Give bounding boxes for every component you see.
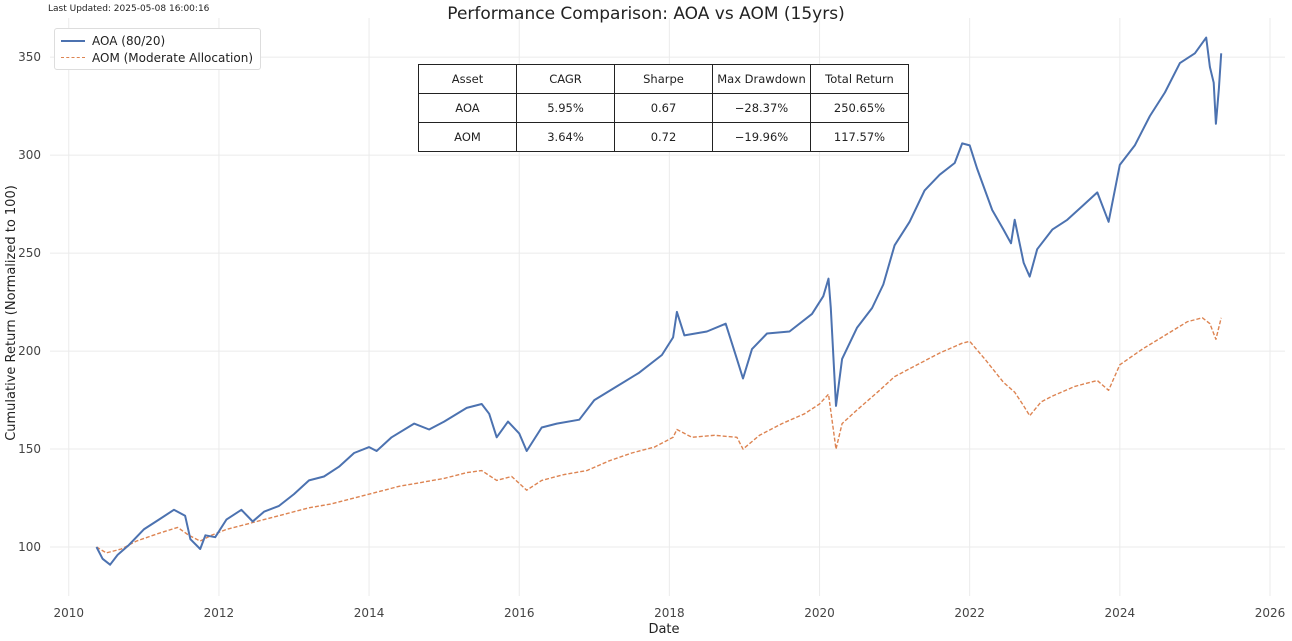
table-row: AOA 5.95% 0.67 −28.37% 250.65% xyxy=(418,93,909,123)
x-tick-label: 2024 xyxy=(1105,606,1136,620)
table-header-cell: CAGR xyxy=(516,64,615,94)
last-updated-text: Last Updated: 2025-05-08 16:00:16 xyxy=(48,4,210,14)
series-line-aoa xyxy=(95,36,1223,566)
x-tick-label: 2020 xyxy=(804,606,835,620)
table-cell: 117.57% xyxy=(810,122,909,152)
x-tick-label: 2018 xyxy=(654,606,685,620)
y-tick-label: 150 xyxy=(18,442,41,456)
table-cell: 0.67 xyxy=(614,93,713,123)
table-header-cell: Sharpe xyxy=(614,64,713,94)
x-tick-label: 2014 xyxy=(354,606,385,620)
y-tick-label: 200 xyxy=(18,344,41,358)
table-row: AOM 3.64% 0.72 −19.96% 117.57% xyxy=(418,122,909,152)
table-cell: 0.72 xyxy=(614,122,713,152)
y-axis-label: Cumulative Return (Normalized to 100) xyxy=(4,185,19,441)
table-header-row: Asset CAGR Sharpe Max Drawdown Total Ret… xyxy=(418,64,909,94)
table-cell: −19.96% xyxy=(712,122,811,152)
table-cell: 5.95% xyxy=(516,93,615,123)
table-cell: 3.64% xyxy=(516,122,615,152)
y-tick-label: 250 xyxy=(18,246,41,260)
legend-item-aom: AOM (Moderate Allocation) xyxy=(61,49,253,66)
table-cell: 250.65% xyxy=(810,93,909,123)
table-cell: −28.37% xyxy=(712,93,811,123)
y-axis-ticks: 100 150 200 250 300 350 xyxy=(18,50,41,554)
summary-table: Asset CAGR Sharpe Max Drawdown Total Ret… xyxy=(418,64,909,152)
x-tick-label: 2010 xyxy=(53,606,84,620)
legend-swatch-aom xyxy=(61,57,85,58)
y-tick-label: 300 xyxy=(18,148,41,162)
y-tick-label: 100 xyxy=(18,540,41,554)
table-cell: AOM xyxy=(418,122,517,152)
series-layer xyxy=(95,36,1223,566)
x-tick-label: 2026 xyxy=(1255,606,1286,620)
table-header-cell: Max Drawdown xyxy=(712,64,811,94)
table-header-cell: Total Return xyxy=(810,64,909,94)
chart-title: Performance Comparison: AOA vs AOM (15yr… xyxy=(447,4,845,24)
legend-label-aom: AOM (Moderate Allocation) xyxy=(92,50,254,65)
y-tick-label: 350 xyxy=(18,50,41,64)
chart-legend: AOA (80/20) AOM (Moderate Allocation) xyxy=(54,28,262,70)
legend-label-aoa: AOA (80/20) xyxy=(92,33,166,48)
legend-item-aoa: AOA (80/20) xyxy=(61,32,253,49)
x-tick-label: 2012 xyxy=(204,606,235,620)
x-tick-label: 2022 xyxy=(954,606,985,620)
x-axis-ticks: 2010 2012 2014 2016 2018 2020 2022 2024 2026 xyxy=(53,606,1285,620)
x-tick-label: 2016 xyxy=(504,606,535,620)
table-header-cell: Asset xyxy=(418,64,517,94)
table-cell: AOA xyxy=(418,93,517,123)
series-line-aom xyxy=(96,317,1222,554)
legend-swatch-aoa xyxy=(61,39,85,42)
x-axis-label: Date xyxy=(648,622,679,637)
